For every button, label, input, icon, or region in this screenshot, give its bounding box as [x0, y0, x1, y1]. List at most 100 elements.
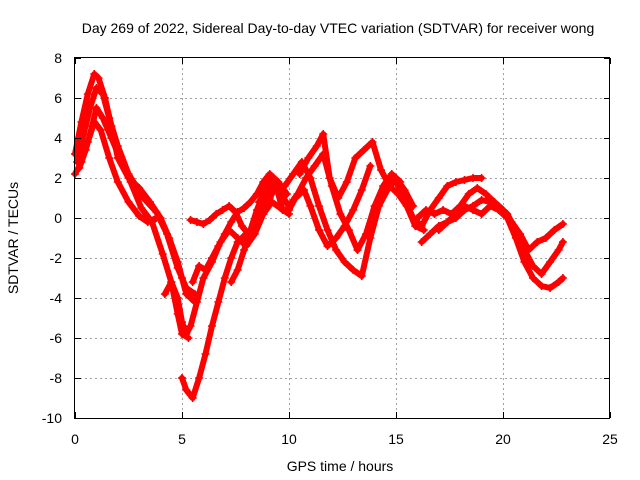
data-point	[392, 178, 400, 186]
data-point	[237, 222, 246, 230]
data-point	[227, 278, 236, 286]
data-point	[464, 190, 473, 198]
data-point	[195, 374, 204, 382]
y-tick-label: -10	[42, 410, 62, 426]
y-tick-label: 8	[54, 50, 62, 66]
data-point	[528, 274, 537, 282]
data-point	[137, 204, 146, 212]
data-point	[225, 202, 234, 210]
data-point	[503, 214, 512, 222]
data-point	[186, 216, 195, 224]
data-point	[314, 226, 323, 234]
data-point	[192, 218, 201, 226]
y-tick-labels: -10 -8 -6 -4 -2 0 2 4 6 8	[42, 50, 62, 426]
data-point	[220, 274, 229, 282]
data-point	[182, 284, 191, 292]
series-line	[435, 203, 566, 291]
data-point	[255, 198, 264, 206]
data-point	[426, 230, 435, 238]
data-point	[94, 74, 103, 82]
data-point	[537, 282, 546, 290]
data-point	[310, 162, 319, 170]
data-point	[537, 270, 546, 278]
data-point	[469, 174, 478, 182]
y-tick-label: -4	[50, 290, 63, 306]
data-point	[276, 190, 285, 198]
data-point	[246, 198, 255, 206]
data-point	[188, 278, 197, 286]
data-point	[231, 208, 240, 216]
data-point	[173, 264, 182, 272]
data-point	[325, 174, 334, 182]
data-point	[192, 298, 201, 306]
y-axis-label: SDTVAR / TECUs	[5, 182, 21, 294]
y-tick-label: 0	[54, 210, 62, 226]
data-point	[494, 206, 503, 214]
data-point	[349, 266, 358, 274]
data-point	[336, 210, 345, 218]
data-point	[439, 206, 448, 214]
data-point	[201, 350, 210, 358]
data-point	[443, 182, 452, 190]
data-point	[460, 202, 469, 210]
data-point	[178, 374, 186, 382]
data-point	[486, 202, 495, 210]
data-point	[220, 230, 229, 238]
data-point	[357, 272, 366, 280]
data-point	[233, 266, 242, 274]
data-point	[344, 226, 353, 234]
data-point	[280, 182, 289, 190]
series-track-16	[434, 202, 567, 292]
x-tick-label: 15	[388, 431, 404, 447]
data-point	[173, 294, 182, 302]
data-point	[550, 226, 559, 234]
data-point	[267, 178, 276, 186]
data-point	[417, 238, 426, 246]
data-point	[451, 178, 460, 186]
series-track-6	[178, 182, 281, 402]
data-point	[434, 194, 443, 202]
x-tick-label: 20	[495, 431, 511, 447]
data-point	[182, 330, 191, 338]
data-point	[107, 134, 116, 142]
data-point	[413, 214, 422, 222]
data-point	[90, 70, 99, 78]
data-point	[152, 214, 161, 222]
y-tick-label: -6	[50, 330, 63, 346]
data-point	[126, 178, 135, 186]
data-point	[167, 278, 176, 286]
data-point	[417, 222, 426, 230]
plot-frame	[74, 57, 610, 419]
data-point	[558, 220, 567, 228]
data-point	[400, 194, 409, 202]
data-point	[443, 218, 452, 226]
series-line	[76, 105, 192, 341]
x-tick-label: 10	[281, 431, 297, 447]
data-point	[293, 190, 302, 198]
data-point	[351, 154, 360, 162]
data-point	[77, 158, 86, 166]
data-point	[477, 210, 486, 218]
y-tick-label: 2	[54, 170, 62, 186]
data-point	[451, 210, 460, 218]
data-point	[319, 130, 328, 138]
data-point	[554, 246, 563, 254]
data-point	[182, 386, 191, 394]
data-point	[546, 284, 555, 292]
data-point	[295, 170, 304, 178]
data-point	[377, 166, 386, 174]
data-point	[366, 162, 375, 170]
data-point	[261, 186, 270, 194]
data-point	[113, 178, 122, 186]
data-point	[124, 198, 133, 206]
x-tick-label: 5	[178, 431, 186, 447]
data-point	[558, 274, 567, 282]
data-point	[481, 190, 490, 198]
data-point	[477, 174, 486, 182]
data-point	[163, 230, 172, 238]
y-tick-label: 4	[54, 130, 62, 146]
data-point	[312, 142, 321, 150]
data-point	[323, 226, 332, 234]
data-point	[558, 238, 567, 246]
